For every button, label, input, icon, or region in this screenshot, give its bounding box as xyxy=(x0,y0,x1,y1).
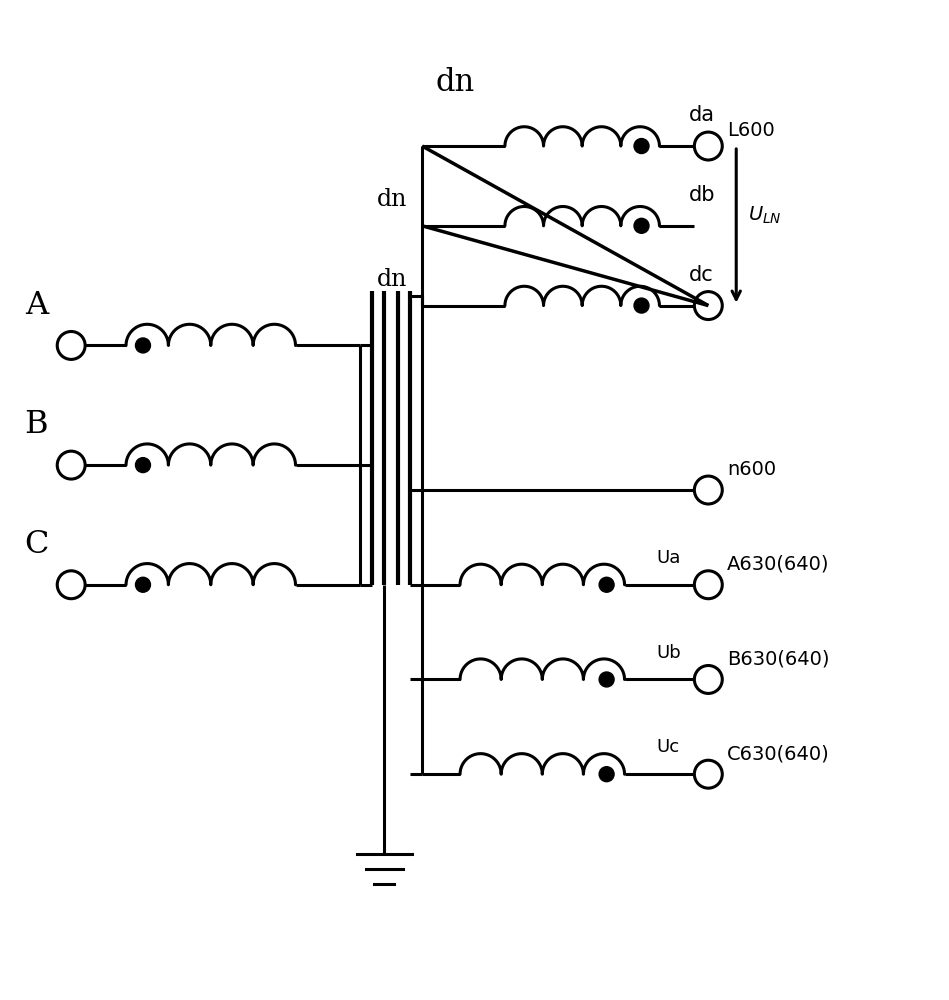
Circle shape xyxy=(599,672,614,687)
Circle shape xyxy=(136,577,151,592)
Circle shape xyxy=(136,458,151,473)
Text: A630(640): A630(640) xyxy=(727,555,829,574)
Text: $U_{LN}$: $U_{LN}$ xyxy=(748,205,782,226)
Text: Ub: Ub xyxy=(657,644,681,662)
Text: Ua: Ua xyxy=(657,549,680,567)
Text: B630(640): B630(640) xyxy=(727,650,829,669)
Circle shape xyxy=(634,218,649,233)
Circle shape xyxy=(634,139,649,154)
Text: db: db xyxy=(689,185,716,205)
Text: L600: L600 xyxy=(727,121,775,140)
Circle shape xyxy=(599,767,614,782)
Text: A: A xyxy=(25,290,47,321)
Circle shape xyxy=(599,577,614,592)
Text: dc: dc xyxy=(689,265,714,285)
Text: da: da xyxy=(689,105,716,125)
Text: dn: dn xyxy=(436,67,474,98)
Text: C630(640): C630(640) xyxy=(727,744,830,763)
Text: Uc: Uc xyxy=(657,738,679,756)
Text: n600: n600 xyxy=(727,460,776,479)
Text: B: B xyxy=(25,409,48,440)
Circle shape xyxy=(634,298,649,313)
Circle shape xyxy=(136,338,151,353)
Text: dn: dn xyxy=(378,188,408,211)
Text: dn: dn xyxy=(378,268,408,291)
Text: C: C xyxy=(24,529,48,560)
